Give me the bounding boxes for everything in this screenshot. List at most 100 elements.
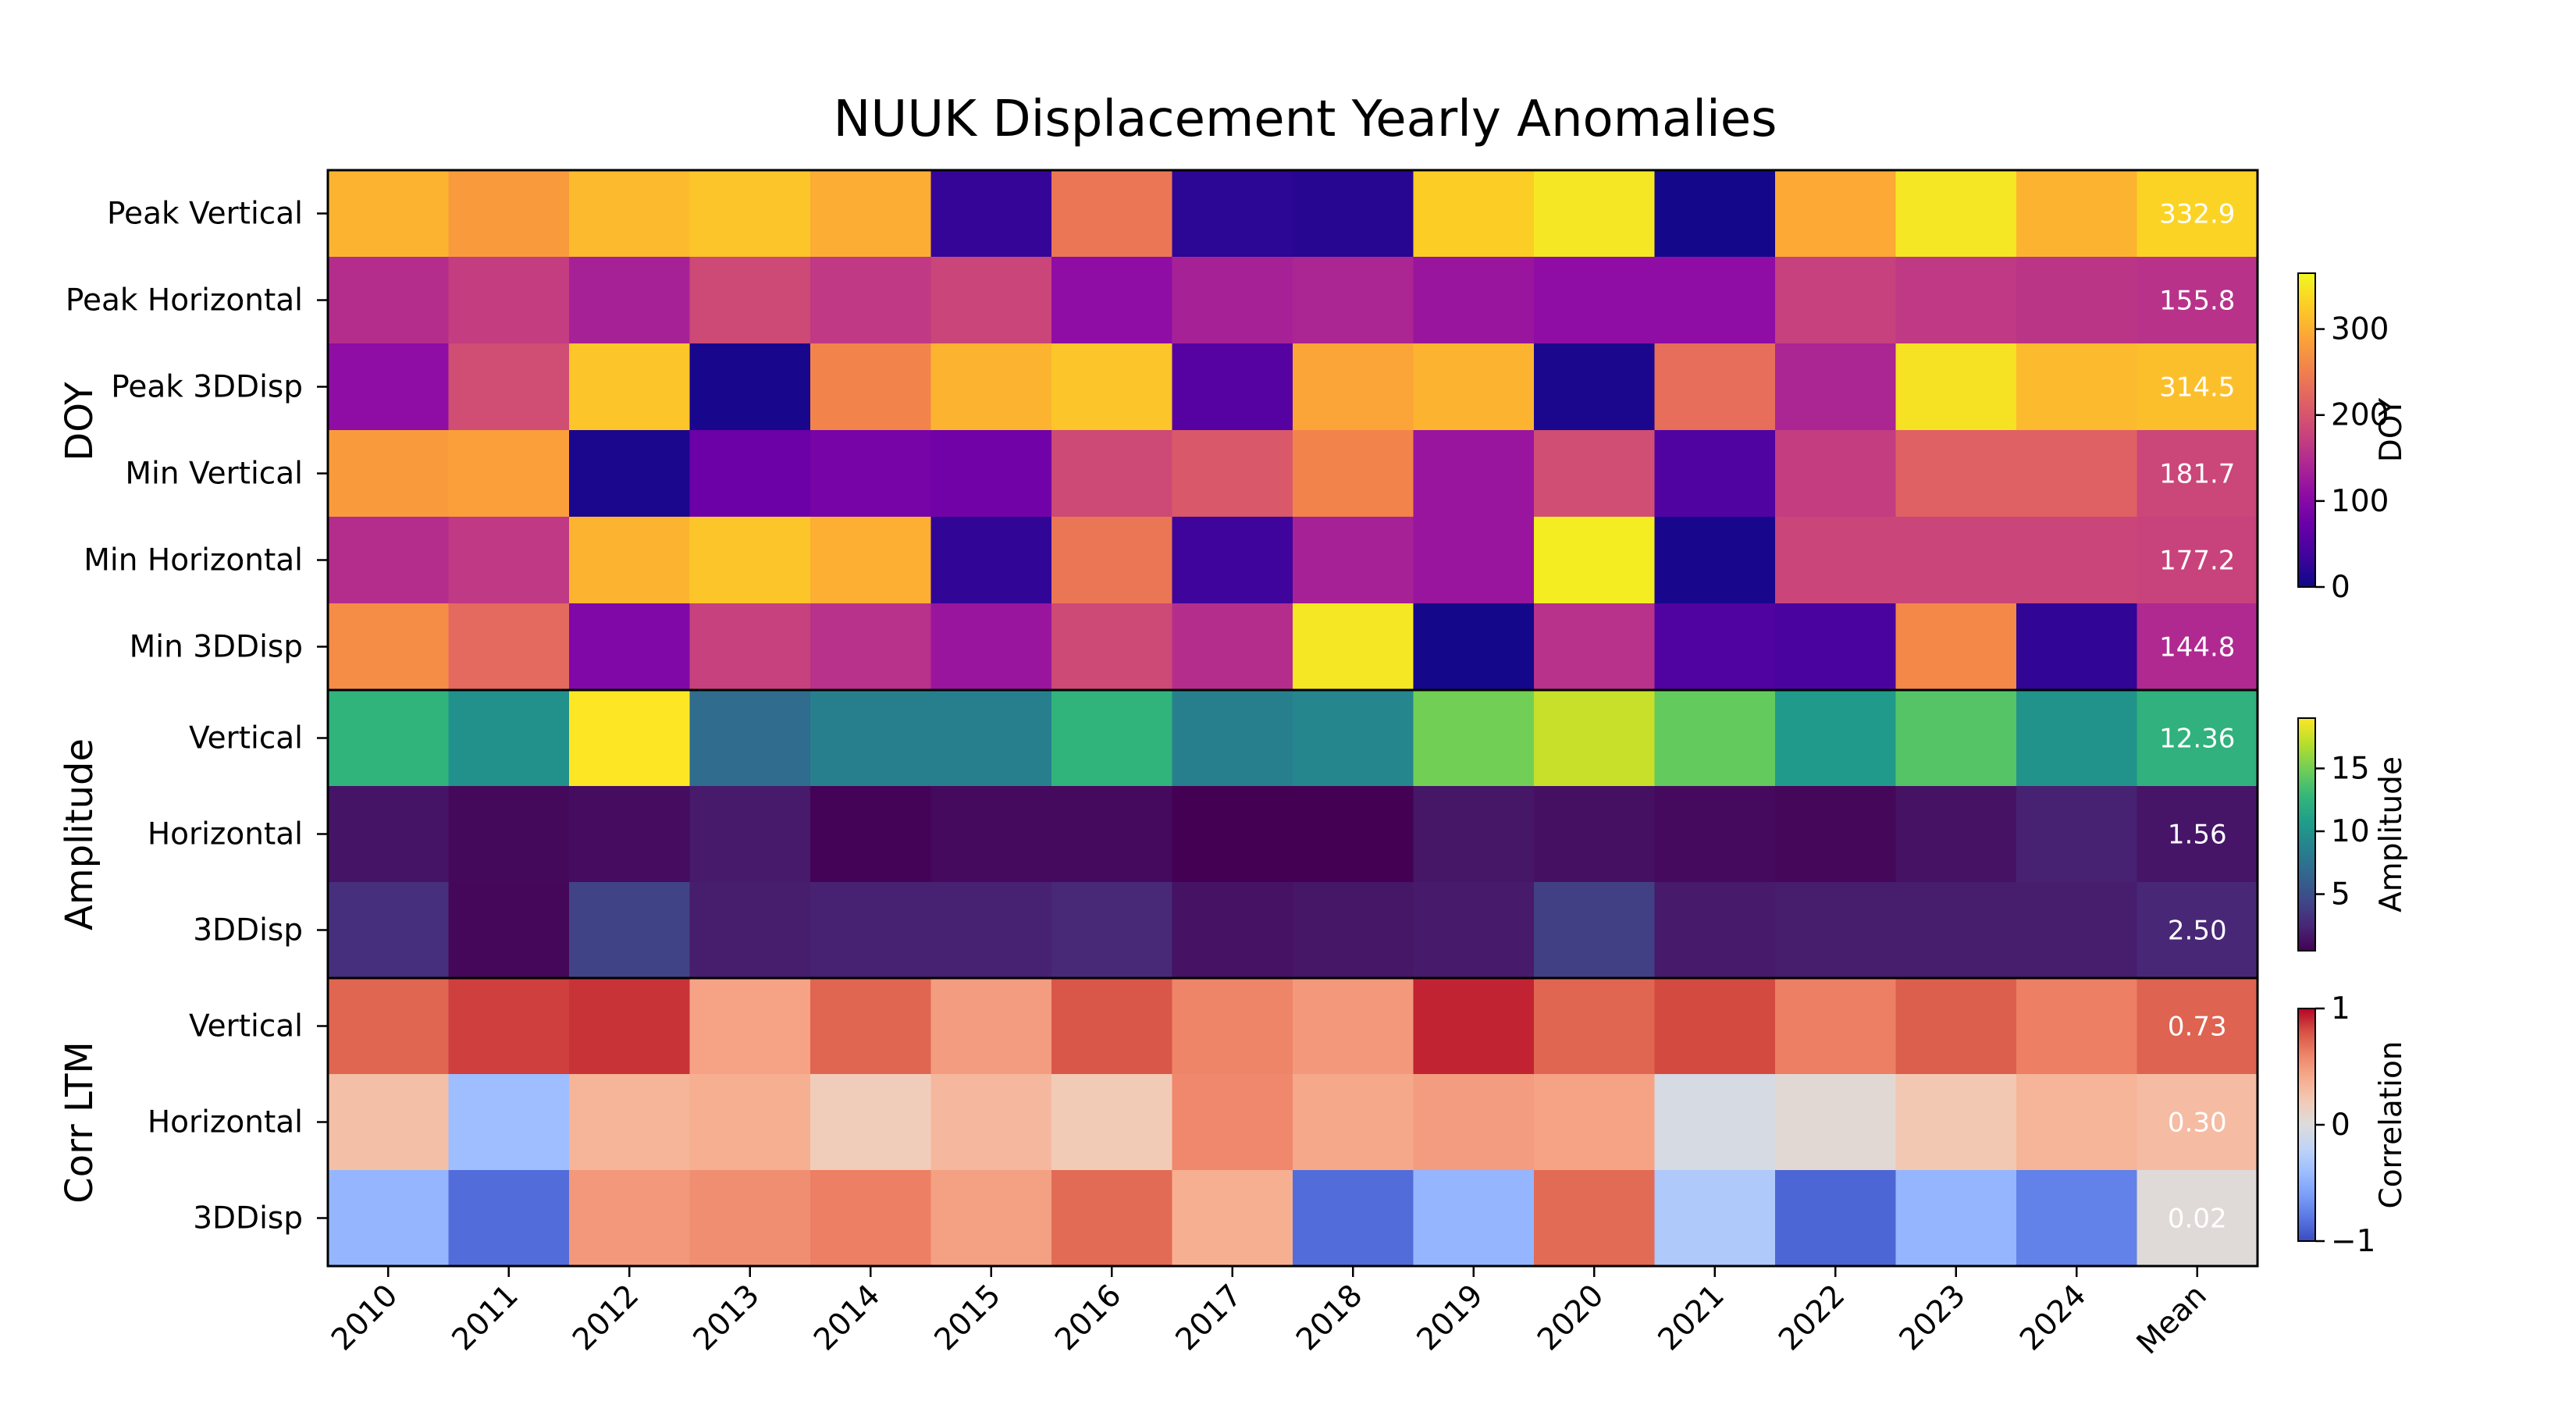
heatmap-cell — [1895, 170, 2017, 258]
heatmap-cell — [1534, 603, 1656, 691]
heatmap-cell — [569, 690, 691, 787]
column-label: 2012 — [566, 1278, 646, 1357]
heatmap-cell — [689, 690, 811, 787]
heatmap-cell — [2137, 343, 2258, 431]
heatmap-cell — [1775, 517, 1897, 604]
heatmap-cell — [810, 1074, 932, 1171]
heatmap-cell — [1413, 257, 1535, 344]
chart-title: NUUK Displacement Yearly Anomalies — [833, 91, 1777, 148]
heatmap-cell — [930, 603, 1052, 691]
heatmap-cell — [1051, 882, 1173, 979]
colorbar-tick-label: 15 — [2331, 751, 2370, 786]
heatmap-cell — [1534, 882, 1656, 979]
heatmap-cell — [1293, 343, 1414, 431]
heatmap-cell — [1654, 430, 1776, 518]
heatmap-cell — [569, 978, 691, 1075]
heatmap-cell — [1293, 690, 1414, 787]
colorbar-tick-label: 1 — [2331, 991, 2350, 1026]
colorbar-tick-label: 100 — [2331, 484, 2389, 519]
heatmap-cell — [1775, 1170, 1897, 1267]
heatmap-cell — [689, 882, 811, 979]
heatmap-cell — [1534, 517, 1656, 604]
heatmap-cell — [448, 430, 570, 518]
heatmap-cell — [1534, 170, 1656, 258]
column-label: 2014 — [807, 1278, 887, 1357]
heatmap-cell — [930, 786, 1052, 883]
heatmap-cell — [2016, 1074, 2138, 1171]
row-label: Vertical — [189, 1009, 303, 1044]
heatmap-cell — [1172, 517, 1293, 604]
heatmap-cell — [448, 603, 570, 691]
heatmap-cell — [2137, 786, 2258, 883]
heatmap-cell — [1293, 882, 1414, 979]
heatmap-cell — [2137, 430, 2258, 518]
heatmap-cell — [569, 603, 691, 691]
row-label: Min Horizontal — [84, 543, 303, 578]
heatmap-cell — [1775, 430, 1897, 518]
heatmap-cell — [1654, 786, 1776, 883]
heatmap-cell — [930, 978, 1052, 1075]
heatmap-cell — [328, 1074, 450, 1171]
heatmap-cell — [689, 1170, 811, 1267]
heatmap-cell — [1051, 690, 1173, 787]
heatmap-cell — [2016, 517, 2138, 604]
heatmap-cell — [810, 430, 932, 518]
mean-value-label: 177.2 — [2159, 546, 2235, 577]
heatmap-cell — [689, 257, 811, 344]
colorbar-label: Correlation — [2374, 1040, 2409, 1208]
group-label: Amplitude — [58, 738, 101, 930]
heatmap-cells: 332.9 155.8 314.5 181.7 177.2 144.8 12.36 1.56 2… — [328, 170, 2258, 1267]
heatmap-cell — [1172, 1170, 1293, 1267]
colorbar — [2297, 717, 2316, 951]
colorbar-tick-label: 0 — [2331, 1108, 2350, 1143]
heatmap-cell — [930, 430, 1052, 518]
column-label: 2010 — [325, 1278, 404, 1357]
group-labels: DOY Amplitude Corr LTM — [58, 382, 101, 1204]
heatmap-cell — [1895, 786, 2017, 883]
heatmap-cell — [1413, 786, 1535, 883]
row-label: Horizontal — [148, 1105, 303, 1140]
heatmap-cell — [2137, 1074, 2258, 1171]
heatmap-cell — [328, 257, 450, 344]
heatmap-cell — [2137, 690, 2258, 787]
heatmap-cell — [1895, 603, 2017, 691]
heatmap-cell — [689, 1074, 811, 1171]
heatmap-cell — [689, 170, 811, 258]
heatmap-cell — [448, 690, 570, 787]
heatmap-cell — [930, 1074, 1052, 1171]
column-label: Mean — [2130, 1278, 2214, 1361]
column-label: 2011 — [446, 1278, 525, 1357]
row-label: Horizontal — [148, 817, 303, 852]
heatmap-cell — [448, 1170, 570, 1267]
heatmap-cell — [930, 257, 1052, 344]
heatmap-cell — [1775, 603, 1897, 691]
row-label: Peak Horizontal — [66, 283, 303, 318]
column-label: 2018 — [1290, 1278, 1369, 1357]
group-label: DOY — [58, 382, 101, 461]
column-label: 2013 — [687, 1278, 767, 1357]
heatmap-cell — [1172, 257, 1293, 344]
heatmap-cell — [2016, 343, 2138, 431]
heatmap-cell — [569, 430, 691, 518]
colorbars: 0 100 200 300 DOY 5 10 15 Amplitude −1 0 1 Correlati… — [2297, 272, 2409, 1259]
heatmap-cell — [810, 603, 932, 691]
heatmap-cell — [1534, 257, 1656, 344]
heatmap-cell — [1534, 786, 1656, 883]
heatmap-cell — [328, 786, 450, 883]
heatmap-cell — [1775, 257, 1897, 344]
heatmap-cell — [1293, 1074, 1414, 1171]
heatmap-cell — [1051, 603, 1173, 691]
heatmap-cell — [328, 978, 450, 1075]
heatmap-cell — [2016, 603, 2138, 691]
mean-value-label: 2.50 — [2168, 916, 2227, 947]
heatmap-cell — [2016, 786, 2138, 883]
colorbar-tick-label: 5 — [2331, 877, 2350, 912]
heatmap-cell — [1172, 343, 1293, 431]
heatmap-cell — [1775, 882, 1897, 979]
heatmap-cell — [1775, 170, 1897, 258]
row-label: Peak 3DDisp — [111, 370, 303, 405]
heatmap-cell — [1895, 343, 2017, 431]
heatmap-cell — [2016, 1170, 2138, 1267]
heatmap-cell — [448, 1074, 570, 1171]
heatmap-cell — [1293, 517, 1414, 604]
